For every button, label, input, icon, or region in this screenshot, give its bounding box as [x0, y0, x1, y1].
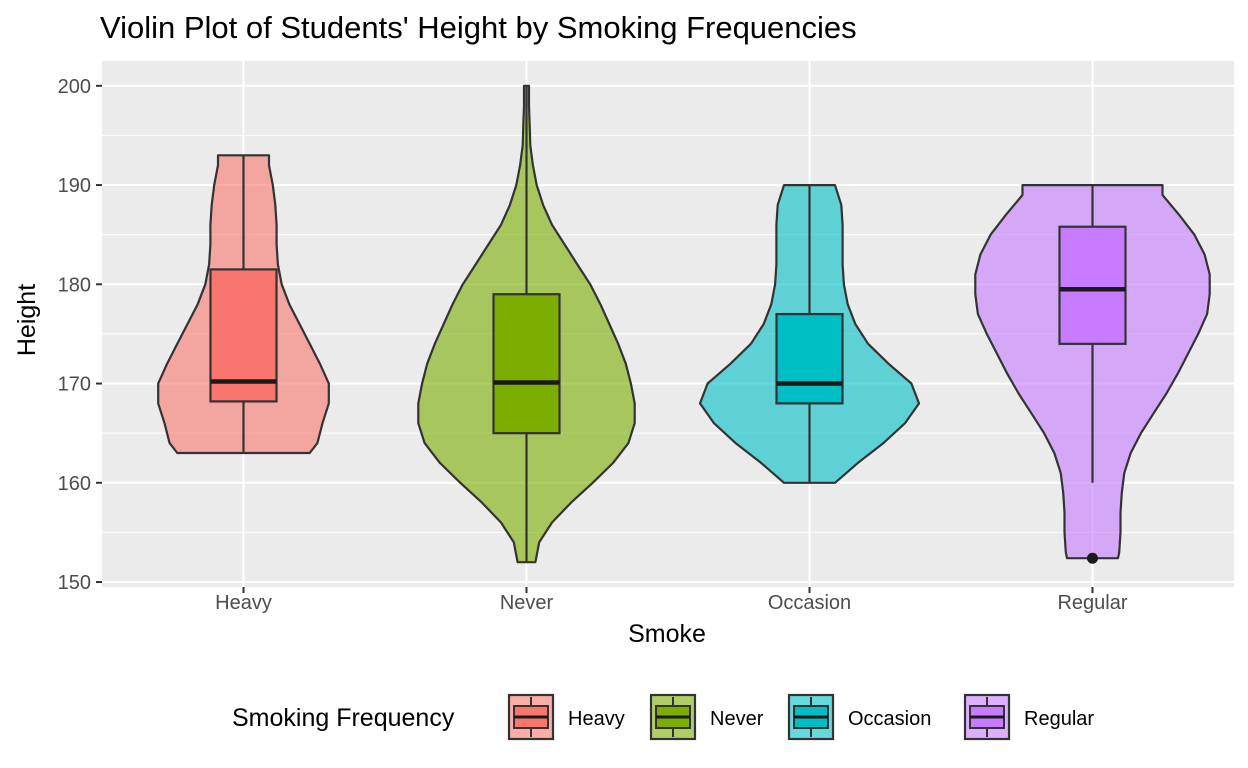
y-tick-label: 200 [58, 76, 91, 98]
x-axis: Heavy Never Occasion Regular [215, 587, 1128, 614]
y-tick-label: 150 [58, 572, 91, 594]
legend: Smoking Frequency Heavy Never Occasion Regu… [232, 693, 1094, 741]
legend-label: Never [710, 708, 764, 730]
y-axis: 150 160 170 180 190 200 [58, 76, 102, 594]
violin-group-heavy [157, 154, 330, 455]
x-tick-label: Occasion [768, 592, 851, 614]
chart-title: Violin Plot of Students' Height by Smoki… [100, 10, 857, 45]
legend-label: Heavy [568, 708, 625, 730]
y-tick-label: 180 [58, 274, 91, 296]
legend-key-never [649, 693, 697, 741]
legend-label: Occasion [848, 708, 931, 730]
y-tick-label: 160 [58, 473, 91, 495]
y-axis-title: Height [13, 284, 41, 356]
legend-key-regular [963, 693, 1011, 741]
legend-label: Regular [1024, 708, 1094, 730]
violin-group-never [417, 84, 636, 564]
x-axis-title: Smoke [628, 620, 706, 648]
plot-panel [102, 61, 1234, 587]
box-never [492, 293, 561, 435]
legend-key-heavy [507, 693, 555, 741]
x-tick-label: Heavy [215, 592, 272, 614]
x-tick-label: Regular [1057, 592, 1127, 614]
violin-group-occasion [698, 184, 921, 484]
box-occasion [775, 312, 844, 405]
violin-group-regular [974, 184, 1211, 564]
outlier-point [1087, 552, 1098, 564]
y-tick-label: 170 [58, 374, 91, 396]
y-tick-label: 190 [58, 175, 91, 197]
box-regular [1058, 225, 1127, 345]
legend-key-occasion [787, 693, 835, 741]
x-tick-label: Never [500, 592, 554, 614]
legend-title: Smoking Frequency [232, 704, 455, 732]
